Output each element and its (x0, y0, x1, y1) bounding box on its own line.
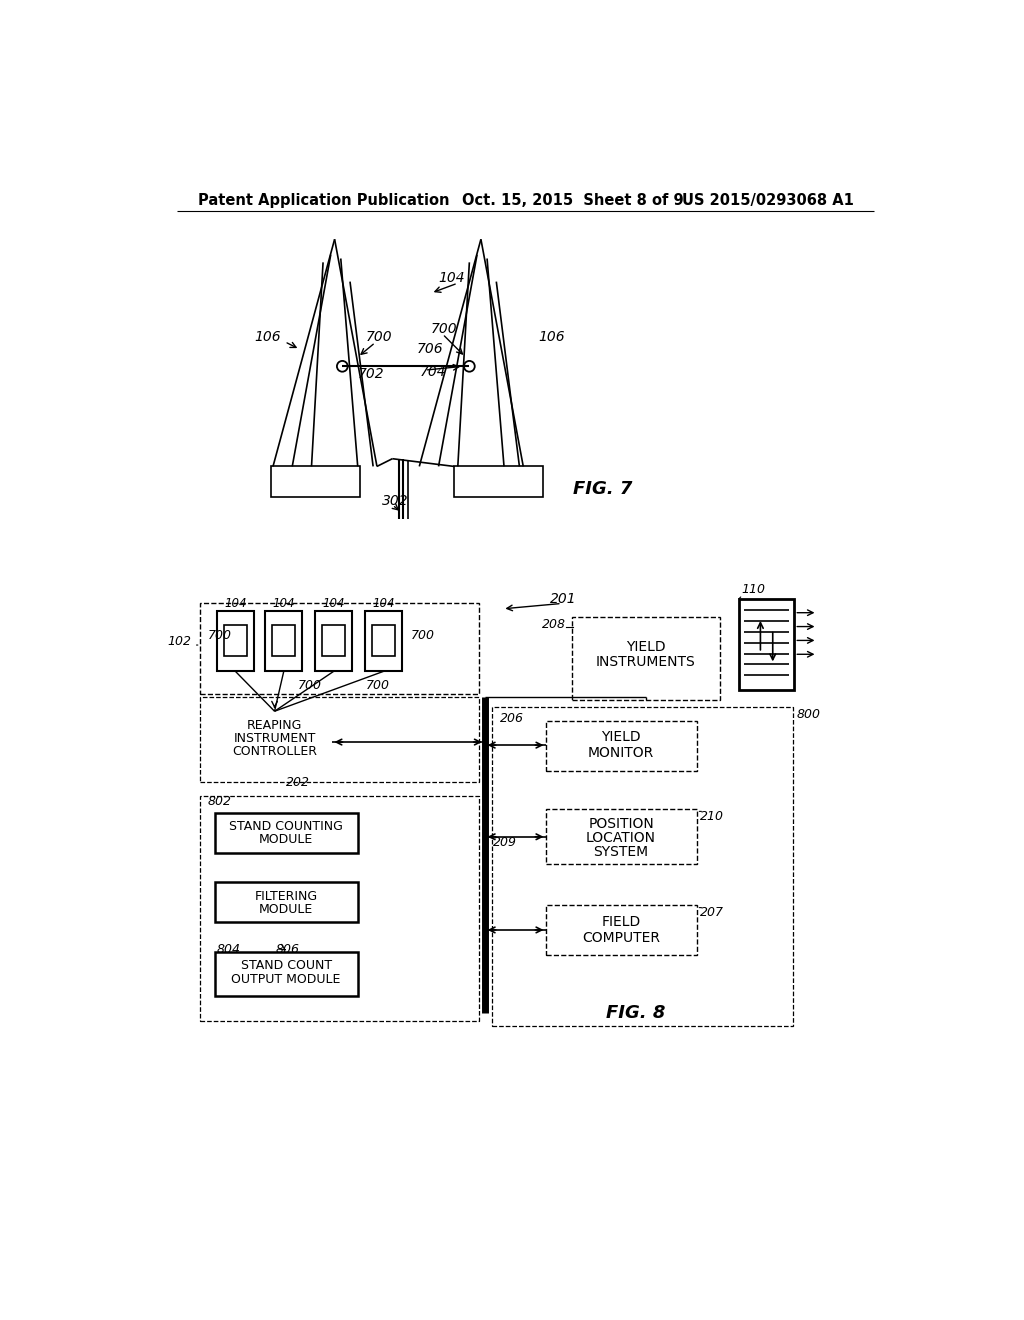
Text: US 2015/0293068 A1: US 2015/0293068 A1 (682, 193, 854, 209)
Text: 702: 702 (357, 367, 384, 381)
Text: 700: 700 (431, 322, 458, 337)
Bar (215, 813, 357, 853)
Text: FIG. 8: FIG. 8 (606, 1005, 666, 1022)
Text: FIG. 7: FIG. 7 (573, 480, 633, 499)
Bar (223, 626, 247, 656)
Text: 201: 201 (550, 591, 577, 606)
Text: POSITION: POSITION (588, 817, 654, 832)
Bar (217, 611, 254, 671)
Bar (200, 603, 479, 694)
Text: 804: 804 (217, 944, 241, 957)
Text: COMPUTER: COMPUTER (582, 931, 660, 945)
Text: 209: 209 (493, 836, 516, 849)
Text: 700: 700 (366, 680, 389, 693)
Text: INSTRUMENTS: INSTRUMENTS (596, 655, 695, 669)
Bar (366, 611, 402, 671)
Bar (272, 626, 295, 656)
Text: 806: 806 (275, 944, 299, 957)
Text: MODULE: MODULE (259, 833, 313, 846)
Bar (200, 697, 479, 781)
Text: FIELD: FIELD (601, 915, 641, 929)
Text: SYSTEM: SYSTEM (594, 845, 648, 859)
Text: 700: 700 (298, 680, 322, 693)
Text: 700: 700 (367, 330, 393, 345)
Text: 700: 700 (411, 630, 435, 643)
Text: 104: 104 (323, 597, 345, 610)
Bar (215, 882, 357, 923)
Text: 104: 104 (373, 597, 395, 610)
Bar (373, 626, 395, 656)
Text: 110: 110 (741, 583, 765, 597)
Bar (493, 706, 793, 1026)
Text: OUTPUT MODULE: OUTPUT MODULE (231, 973, 341, 986)
Text: STAND COUNT: STAND COUNT (241, 958, 332, 972)
Text: MODULE: MODULE (259, 903, 313, 916)
Text: YIELD: YIELD (601, 730, 641, 744)
Text: 104: 104 (224, 597, 247, 610)
Bar (571, 618, 720, 701)
Bar (200, 796, 479, 1020)
Text: FILTERING: FILTERING (255, 890, 317, 903)
Text: YIELD: YIELD (626, 640, 666, 653)
Text: 104: 104 (438, 271, 465, 285)
Bar (547, 809, 696, 865)
Text: MONITOR: MONITOR (588, 746, 654, 760)
Text: 104: 104 (272, 597, 295, 610)
Text: 206: 206 (500, 711, 524, 725)
Bar (315, 611, 352, 671)
Text: 800: 800 (797, 708, 820, 721)
Text: Patent Application Publication: Patent Application Publication (199, 193, 450, 209)
Bar (215, 952, 357, 997)
Text: INSTRUMENT: INSTRUMENT (233, 731, 315, 744)
Text: 202: 202 (286, 776, 310, 789)
Text: 802: 802 (208, 795, 231, 808)
Text: 210: 210 (700, 810, 724, 824)
Text: 208: 208 (542, 618, 565, 631)
Bar (739, 599, 795, 689)
Bar (265, 611, 302, 671)
Bar (454, 466, 543, 498)
Text: 106: 106 (539, 330, 565, 345)
Text: STAND COUNTING: STAND COUNTING (229, 820, 343, 833)
Text: 302: 302 (382, 494, 409, 508)
Bar (547, 906, 696, 956)
Bar (271, 466, 360, 498)
Text: 106: 106 (254, 330, 281, 345)
Text: 700: 700 (208, 630, 232, 643)
Text: LOCATION: LOCATION (586, 832, 656, 845)
Bar (323, 626, 345, 656)
Text: 207: 207 (700, 907, 724, 920)
Text: 706: 706 (417, 342, 443, 356)
Bar (217, 711, 332, 774)
Bar (547, 721, 696, 771)
Text: CONTROLLER: CONTROLLER (232, 744, 317, 758)
Text: REAPING: REAPING (247, 718, 302, 731)
Text: 704: 704 (419, 366, 445, 379)
Text: 102: 102 (167, 635, 191, 648)
Text: Oct. 15, 2015  Sheet 8 of 9: Oct. 15, 2015 Sheet 8 of 9 (462, 193, 683, 209)
